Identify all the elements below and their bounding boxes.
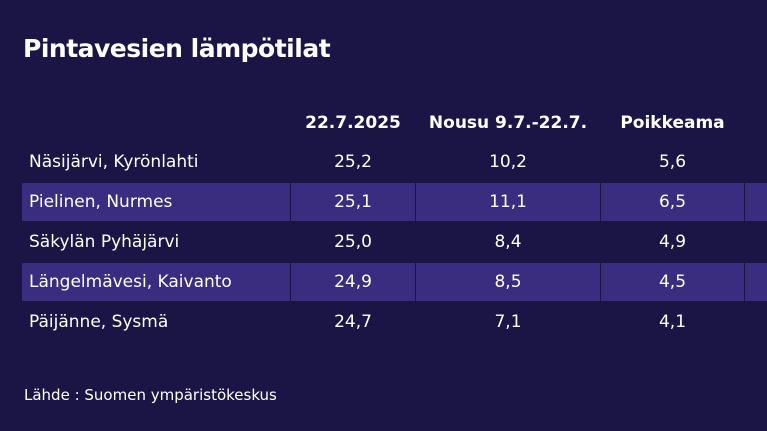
column-header: Nousu 9.7.-22.7. xyxy=(428,113,588,133)
source: Lähde : Suomen ympäristökeskus xyxy=(24,386,277,404)
title: Pintavesien lämpötilat xyxy=(23,34,331,63)
column-header: Poikkeama xyxy=(620,113,725,133)
table-cell: 4,1 xyxy=(658,312,687,332)
table-cell: Säkylän Pyhäjärvi xyxy=(29,232,180,252)
table-cell: 24,7 xyxy=(334,312,372,332)
cell-background xyxy=(745,183,767,221)
table-cell: 10,2 xyxy=(489,152,527,172)
table-cell: Pielinen, Nurmes xyxy=(22,183,290,221)
table-cell: 24,9 xyxy=(291,263,415,301)
table-cell: 25,0 xyxy=(334,232,372,252)
table-cell: 8,4 xyxy=(494,232,522,252)
table-cell: 4,9 xyxy=(658,232,687,252)
table-cell: 7,1 xyxy=(494,312,522,332)
cell-background xyxy=(745,303,767,341)
table-cell: 6,5 xyxy=(601,183,744,221)
table-cell: Näsijärvi, Kyrönlahti xyxy=(29,152,199,172)
table-cell: Päijänne, Sysmä xyxy=(29,312,169,332)
table-cell: 25,1 xyxy=(291,183,415,221)
table-cell: 5,6 xyxy=(658,152,687,172)
table-cell: 11,1 xyxy=(416,183,600,221)
cell-background xyxy=(745,223,767,261)
table-cell: 4,5 xyxy=(601,263,744,301)
cell-background xyxy=(745,263,767,301)
table-cell: 25,2 xyxy=(334,152,372,172)
column-header: 22.7.2025 xyxy=(305,113,401,133)
table-cell: 8,5 xyxy=(416,263,600,301)
cell-background xyxy=(745,143,767,181)
table-cell: Längelmävesi, Kaivanto xyxy=(22,263,290,301)
